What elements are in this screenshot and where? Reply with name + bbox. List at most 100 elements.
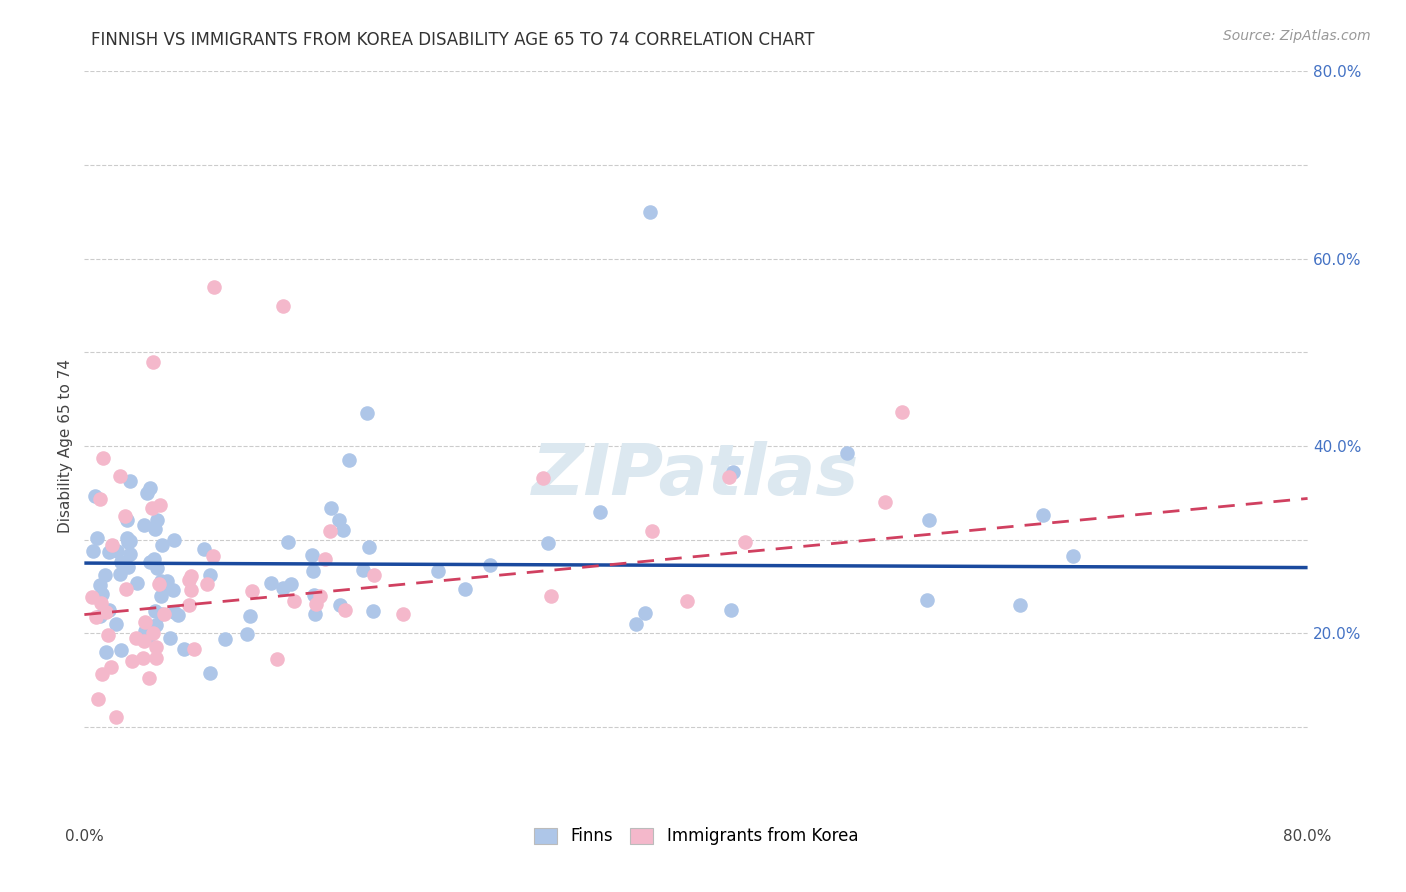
Point — [588, 505, 610, 519]
Point — [173, 642, 195, 657]
Point — [150, 574, 173, 589]
Point — [183, 641, 205, 656]
Point — [84, 610, 107, 624]
Point — [83, 489, 105, 503]
Point — [115, 582, 138, 596]
Point — [96, 605, 118, 619]
Point — [82, 544, 104, 558]
Point — [132, 518, 155, 533]
Point — [202, 549, 225, 563]
Point — [332, 524, 354, 538]
Point — [115, 513, 138, 527]
Text: Source: ZipAtlas.com: Source: ZipAtlas.com — [1223, 29, 1371, 43]
Point — [1032, 508, 1054, 522]
Legend: Finns, Immigrants from Korea: Finns, Immigrants from Korea — [526, 819, 866, 854]
Point — [90, 667, 112, 681]
Point — [335, 603, 357, 617]
Point — [138, 631, 160, 645]
Point — [202, 280, 225, 294]
Point — [392, 607, 415, 621]
Point — [283, 593, 305, 607]
Point — [156, 574, 179, 588]
Point — [125, 631, 148, 645]
Point — [177, 599, 200, 613]
Point — [131, 651, 153, 665]
Point — [537, 536, 560, 550]
Point — [87, 692, 110, 706]
Point — [115, 531, 138, 545]
Point — [138, 556, 160, 570]
Point — [240, 584, 263, 599]
Point — [142, 625, 165, 640]
Point — [271, 581, 294, 595]
Point — [91, 587, 114, 601]
Point — [180, 568, 202, 582]
Point — [321, 501, 343, 516]
Point — [152, 580, 174, 594]
Point — [271, 298, 294, 313]
Point — [150, 538, 173, 552]
Point — [86, 531, 108, 545]
Point — [179, 573, 201, 587]
Point — [200, 567, 222, 582]
Point — [104, 710, 127, 724]
Point — [624, 617, 647, 632]
Point — [134, 633, 156, 648]
Point — [105, 544, 128, 558]
Point — [136, 486, 159, 500]
Point — [676, 593, 699, 607]
Point — [638, 205, 661, 219]
Point — [100, 660, 122, 674]
Point — [120, 547, 142, 561]
Point — [118, 533, 141, 548]
Point — [146, 561, 169, 575]
Point — [239, 609, 262, 624]
Point — [162, 583, 184, 598]
Point — [127, 575, 149, 590]
Point — [1008, 599, 1031, 613]
Point — [153, 607, 176, 621]
Point — [149, 607, 172, 622]
Point — [167, 608, 190, 623]
Point — [277, 534, 299, 549]
Point — [118, 474, 141, 488]
Point — [875, 494, 897, 508]
Point — [134, 624, 156, 639]
Point — [835, 446, 858, 460]
Point — [721, 465, 744, 479]
Point — [110, 643, 132, 657]
Point — [134, 615, 156, 630]
Point — [720, 602, 742, 616]
Point — [478, 558, 501, 573]
Point — [357, 540, 380, 554]
Point — [89, 578, 111, 592]
Point — [91, 451, 114, 466]
Point — [304, 607, 326, 621]
Point — [138, 672, 160, 686]
Point — [82, 591, 104, 605]
Point — [145, 617, 167, 632]
Point — [100, 538, 122, 552]
Point — [97, 545, 120, 559]
Point — [734, 535, 756, 549]
Point — [146, 513, 169, 527]
Point — [142, 552, 165, 566]
Point — [148, 577, 170, 591]
Point — [114, 509, 136, 524]
Point — [145, 650, 167, 665]
Point — [454, 582, 477, 596]
Point — [427, 564, 450, 578]
Point — [329, 598, 352, 612]
Point — [94, 568, 117, 582]
Point — [143, 604, 166, 618]
Point — [266, 652, 288, 666]
Point — [89, 491, 111, 506]
Point — [94, 645, 117, 659]
Point — [89, 608, 111, 623]
Point — [149, 498, 172, 512]
Point — [328, 513, 350, 527]
Point — [890, 405, 912, 419]
Point — [163, 533, 186, 547]
Point — [361, 604, 384, 618]
Text: ZIPatlas: ZIPatlas — [533, 442, 859, 510]
